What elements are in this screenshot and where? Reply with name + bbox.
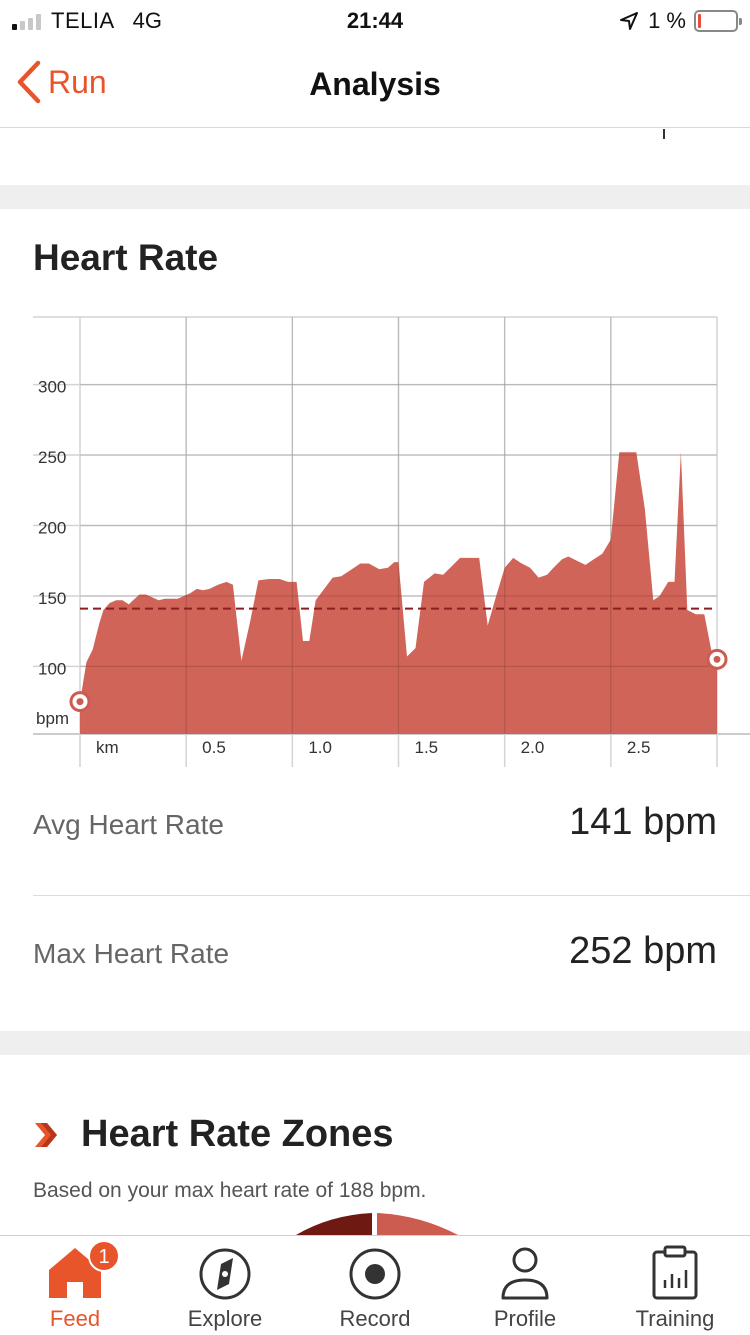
tab-feed-label: Feed [49, 1306, 101, 1331]
y-tick-label: 300 [38, 378, 66, 397]
status-right: 1 % [618, 8, 742, 34]
avg-heart-rate-value: 141 bpm [569, 801, 717, 843]
tab-training[interactable]: Training [600, 1236, 750, 1335]
heart-rate-zones-subtitle: Based on your max heart rate of 188 bpm. [33, 1179, 427, 1202]
tab-training-label: Training [635, 1306, 715, 1331]
heart-rate-zones-card: Heart Rate Zones Based on your max heart… [0, 1055, 750, 1235]
section-separator [0, 1031, 750, 1055]
location-arrow-icon [620, 12, 639, 30]
summit-chevron-icon [35, 1122, 57, 1147]
previous-section [0, 129, 750, 185]
tab-record[interactable]: Record [300, 1236, 450, 1335]
max-heart-rate-value: 252 bpm [569, 930, 717, 972]
y-tick-label: 200 [38, 519, 66, 538]
record-icon [349, 1248, 401, 1300]
heart-rate-zones-title: Heart Rate Zones [81, 1113, 394, 1155]
avg-heart-rate-row: Avg Heart Rate 141 bpm [33, 767, 750, 895]
tab-profile-label: Profile [493, 1306, 557, 1331]
back-button-label: Run [48, 63, 107, 100]
y-tick-label: 150 [38, 589, 66, 608]
battery-percent: 1 % [648, 8, 686, 33]
heart-rate-zones-heading: Heart Rate Zones [33, 1113, 394, 1156]
heart-rate-title: Heart Rate [33, 237, 219, 278]
network-type: 4G [132, 8, 162, 33]
training-calendar-icon [652, 1245, 698, 1300]
x-tick-label: 0.5 [202, 738, 226, 757]
heart-rate-area [80, 452, 717, 734]
max-heart-rate-row: Max Heart Rate 252 bpm [33, 896, 750, 1024]
heart-rate-chart[interactable]: 100 150 200 250 300 bpm km 0.5 1.0 1.5 2.0 2.5 [0, 307, 750, 767]
person-icon [501, 1247, 549, 1300]
y-tick-label: 100 [38, 659, 66, 678]
x-tick-label: 1.5 [415, 738, 439, 757]
status-left: TELIA 4G [12, 8, 162, 34]
y-axis-label: bpm [36, 709, 69, 728]
back-button[interactable]: Run [16, 60, 107, 104]
nav-bar: Run Analysis [0, 40, 750, 128]
compass-icon [199, 1248, 251, 1300]
tab-explore-label: Explore [187, 1306, 263, 1331]
tab-record-label: Record [339, 1306, 411, 1331]
signal-strength-icon [12, 12, 41, 30]
heart-rate-card: Heart Rate 100 150 200 250 300 bpm km 0.5 1.0 1.5… [0, 209, 750, 1031]
heart-rate-chart-svg: 100 150 200 250 300 bpm km 0.5 1.0 1.5 2.0 2.5 [33, 316, 750, 767]
x-tick-label: 2.5 [627, 738, 651, 757]
zones-donut-chart [296, 1213, 458, 1235]
y-tick-label: 250 [38, 448, 66, 467]
tab-profile[interactable]: Profile [450, 1236, 600, 1335]
x-tick-label: 2.0 [521, 738, 545, 757]
tab-bar: 1 Feed Explore Record Profile [0, 1235, 750, 1334]
chart-end-marker-dot [713, 655, 721, 663]
carrier-name: TELIA [51, 8, 115, 33]
max-heart-rate-label: Max Heart Rate [33, 938, 230, 969]
stat-divider [33, 895, 750, 896]
page-title: Analysis [309, 66, 441, 102]
chart-end-marker-dot [76, 698, 84, 706]
status-bar: TELIA 4G 21:44 1 % [0, 0, 750, 40]
avg-heart-rate-label: Avg Heart Rate [33, 809, 224, 840]
section-separator [0, 185, 750, 209]
status-time: 21:44 [346, 8, 404, 33]
tab-feed[interactable]: 1 Feed [0, 1236, 150, 1335]
battery-icon [694, 10, 742, 32]
x-tick-label: 1.0 [308, 738, 332, 757]
tab-explore[interactable]: Explore [150, 1236, 300, 1335]
feed-badge: 1 [88, 1240, 120, 1272]
x-axis-label: km [96, 738, 119, 757]
chevron-left-icon [17, 60, 41, 104]
previous-chart-tick [663, 129, 665, 139]
